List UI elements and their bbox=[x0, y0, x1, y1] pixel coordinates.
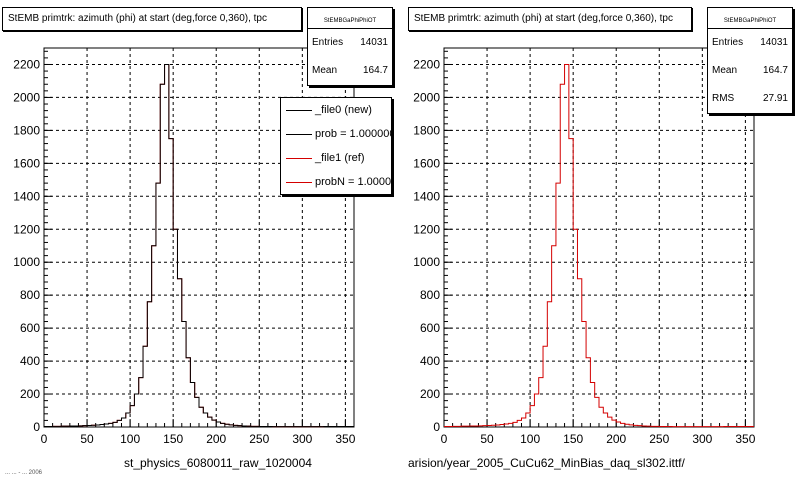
y-tick-label: 1600 bbox=[413, 156, 440, 170]
x-tick-label: 0 bbox=[441, 432, 448, 446]
legend-entry-prob: prob = 1.000000 bbox=[281, 122, 391, 146]
right-x-axis-title: arision/year_2005_CuCu62_MinBias_daq_sl3… bbox=[408, 456, 685, 470]
x-tick-label: 200 bbox=[606, 432, 626, 446]
right-histogram-title: StEMB primtrk: azimuth (phi) at start (d… bbox=[408, 7, 692, 31]
x-tick-label: 50 bbox=[80, 432, 94, 446]
x-tick-label: 50 bbox=[480, 432, 494, 446]
legend-entry-probn: probN = 1.000000 bbox=[281, 170, 391, 194]
y-tick-label: 1000 bbox=[13, 255, 40, 269]
y-tick-label: 2200 bbox=[413, 57, 440, 71]
left-stats-entries-label: Entries bbox=[312, 37, 344, 48]
y-tick-label: 400 bbox=[20, 354, 40, 368]
histogram-series-line bbox=[444, 63, 754, 428]
y-tick-label: 1200 bbox=[13, 222, 40, 236]
y-tick-label: 200 bbox=[420, 387, 440, 401]
y-tick-label: 600 bbox=[20, 321, 40, 335]
histogram-series-line bbox=[44, 63, 354, 428]
y-tick-label: 800 bbox=[20, 288, 40, 302]
x-tick-label: 250 bbox=[249, 432, 269, 446]
left-histogram-pad: 0 50 100 150 200 250 300 350 0 200 400 600 800 1000 12… bbox=[2, 7, 393, 470]
y-tick-label: 1000 bbox=[413, 255, 440, 269]
y-tick-label: 0 bbox=[433, 420, 440, 434]
left-stats-entries-value: 14031 bbox=[360, 37, 388, 48]
x-tick-label: 250 bbox=[649, 432, 669, 446]
right-stats-mean-value: 164.7 bbox=[762, 65, 788, 76]
legend-label: prob = 1.000000 bbox=[315, 128, 392, 140]
x-tick-label: 150 bbox=[563, 432, 583, 446]
left-stats-mean-row: Mean 164.7 bbox=[308, 57, 392, 85]
x-tick-label: 100 bbox=[520, 432, 540, 446]
right-histogram-pad: 0 50 100 150 200 250 300 350 0 200 400 600 800 1000 12… bbox=[400, 0, 800, 480]
right-stats-entries-row: Entries 14031 bbox=[708, 29, 792, 57]
right-stats-box: StEMBGaPhiPhiOT Entries 14031 Mean 164.7… bbox=[707, 7, 793, 114]
y-tick-label: 1200 bbox=[413, 222, 440, 236]
legend-label: _file0 (new) bbox=[315, 104, 372, 116]
left-stats-entries-row: Entries 14031 bbox=[308, 29, 392, 57]
y-tick-label: 2200 bbox=[13, 57, 40, 71]
legend-line-probn bbox=[286, 182, 312, 183]
x-tick-label: 350 bbox=[735, 432, 755, 446]
x-tick-label: 350 bbox=[335, 432, 355, 446]
right-stats-rms-row: RMS 27.91 bbox=[708, 85, 792, 113]
left-stats-mean-value: 164.7 bbox=[362, 65, 388, 76]
right-stats-mean-row: Mean 164.7 bbox=[708, 57, 792, 85]
left-x-axis-title: st_physics_6080011_raw_1020004 bbox=[124, 456, 312, 470]
legend-entry-file1: _file1 (ref) bbox=[281, 146, 391, 170]
legend-box: _file0 (new) prob = 1.000000 _file1 (ref… bbox=[280, 97, 392, 195]
legend-line-ref bbox=[286, 158, 312, 159]
left-histogram-title: StEMB primtrk: azimuth (phi) at start (d… bbox=[2, 7, 302, 31]
y-tick-label: 2000 bbox=[13, 90, 40, 104]
x-tick-label: 150 bbox=[163, 432, 183, 446]
right-stats-rms-value: 27.91 bbox=[762, 93, 788, 104]
legend-entry-file0: _file0 (new) bbox=[281, 98, 391, 122]
right-stats-entries-label: Entries bbox=[712, 37, 744, 48]
legend-line-prob bbox=[286, 134, 312, 135]
y-tick-label: 1400 bbox=[413, 189, 440, 203]
right-stats-rms-label: RMS bbox=[712, 93, 735, 104]
right-histogram-plot: 0 50 100 150 200 250 300 350 0 200 400 600 800 1000 12… bbox=[413, 47, 756, 446]
right-stats-name: StEMBGaPhiPhiOT bbox=[708, 8, 792, 29]
left-histogram-plot: 0 50 100 150 200 250 300 350 0 200 400 600 800 1000 12… bbox=[13, 47, 356, 446]
x-tick-label: 200 bbox=[206, 432, 226, 446]
right-stats-entries-value: 14031 bbox=[760, 37, 788, 48]
left-stats-box: StEMBGaPhiPhiOT Entries 14031 Mean 164.7 bbox=[307, 7, 393, 86]
x-tick-label: 100 bbox=[120, 432, 140, 446]
x-tick-label: 300 bbox=[292, 432, 312, 446]
legend-label: _file1 (ref) bbox=[315, 152, 365, 164]
y-tick-label: 200 bbox=[20, 387, 40, 401]
y-tick-label: 2000 bbox=[413, 90, 440, 104]
footer-text: ... ... - ... 2006 bbox=[5, 470, 43, 476]
y-tick-label: 400 bbox=[420, 354, 440, 368]
right-stats-mean-label: Mean bbox=[712, 65, 738, 76]
y-tick-label: 1600 bbox=[13, 156, 40, 170]
legend-line-new bbox=[286, 110, 312, 111]
x-tick-label: 300 bbox=[692, 432, 712, 446]
left-stats-mean-label: Mean bbox=[312, 65, 338, 76]
y-tick-label: 1800 bbox=[413, 123, 440, 137]
y-tick-label: 600 bbox=[420, 321, 440, 335]
y-tick-label: 800 bbox=[420, 288, 440, 302]
y-tick-label: 0 bbox=[33, 420, 40, 434]
y-tick-label: 1400 bbox=[13, 189, 40, 203]
legend-label: probN = 1.000000 bbox=[315, 176, 392, 188]
x-tick-label: 0 bbox=[41, 432, 48, 446]
y-tick-label: 1800 bbox=[13, 123, 40, 137]
left-stats-name: StEMBGaPhiPhiOT bbox=[308, 8, 392, 29]
